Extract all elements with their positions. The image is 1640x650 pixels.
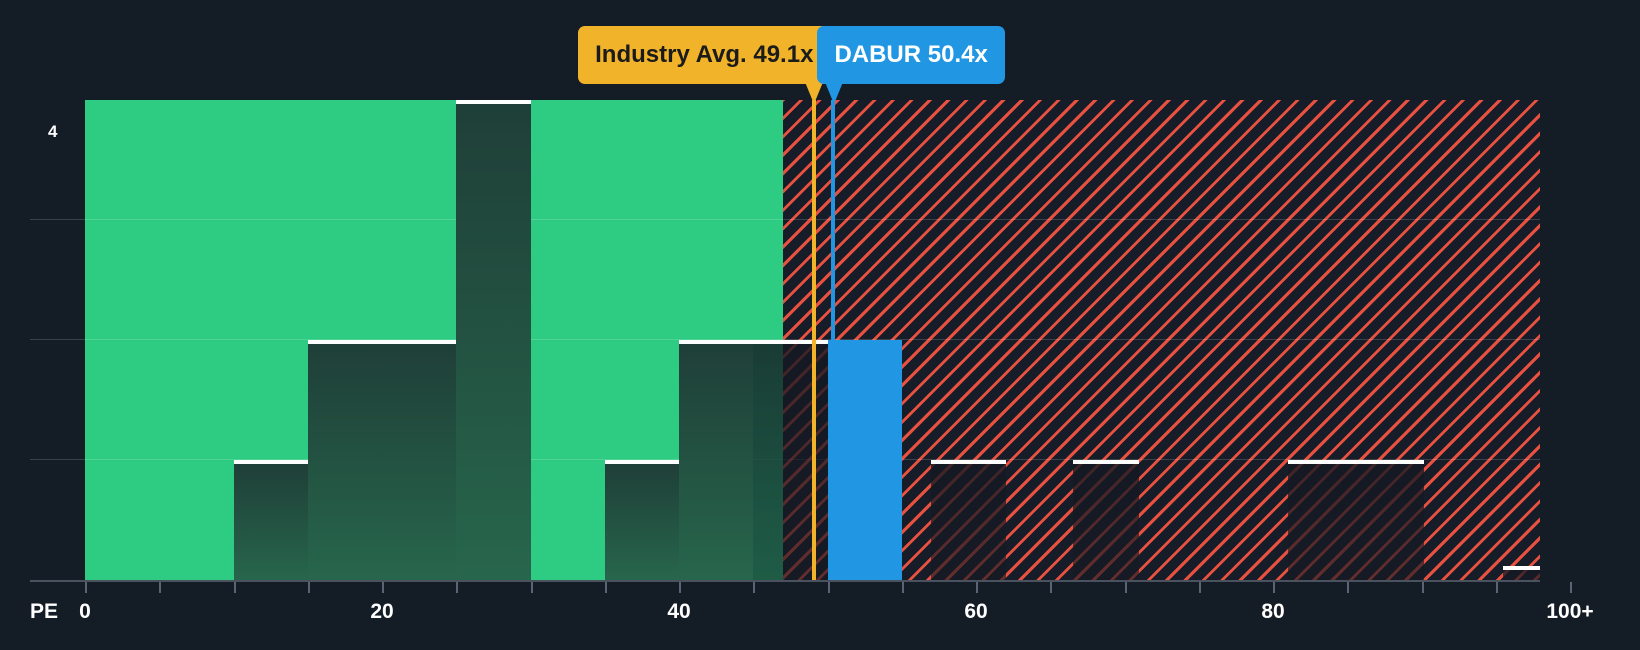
x-axis-tick-label: 80 [1261,600,1285,623]
x-axis-line [30,580,1540,582]
bar-cap [307,340,382,344]
x-axis-tick [901,582,904,593]
histogram-bar[interactable] [1072,460,1140,580]
x-axis-tick [159,582,162,593]
bar-body [307,344,382,580]
bar-body [753,344,828,580]
x-axis-tick [530,582,533,593]
bar-body [456,104,531,580]
histogram-bar[interactable] [456,100,531,580]
bar-body [1503,569,1540,580]
bar-cap [233,460,308,464]
bar-cap [679,340,754,344]
histogram-bar[interactable] [679,340,754,580]
histogram-bar[interactable] [604,460,679,580]
bar-body [233,464,308,580]
bar-body [827,340,902,580]
x-axis-tick-label: 100+ [1546,600,1594,623]
histogram-bar[interactable] [233,460,308,580]
x-axis-tick [827,582,830,593]
x-axis-tick [976,582,978,593]
x-axis-tick [1050,582,1053,593]
x-axis-title: PE [30,600,59,623]
y-axis-tick-label-4: 4 [48,122,58,141]
selected-company-callout[interactable]: DABUR 50.4x [817,26,1005,104]
x-axis-tick [679,582,681,593]
histogram-bar[interactable] [753,340,828,580]
bar-cap [382,340,457,344]
x-axis-tick [1495,582,1498,593]
bar-cap [931,460,1006,464]
industry-average-line [812,100,817,580]
bar-body [1354,464,1425,580]
bar-body [1072,464,1140,580]
bar-body [679,344,754,580]
histogram-bar[interactable] [307,340,382,580]
histogram-bar[interactable] [1354,460,1425,580]
x-axis-tick-label: 40 [667,600,691,623]
industry-average-callout[interactable]: Industry Avg. 49.1x [578,26,831,104]
histogram-bar[interactable] [382,340,457,580]
bar-cap [1287,460,1355,464]
bar-body [931,464,1006,580]
x-axis-tick-label: 20 [370,600,394,623]
x-axis-tick [456,582,459,593]
x-axis-tick [1347,582,1350,593]
callout-tail-icon [825,82,844,104]
gridline-3 [30,219,1540,220]
x-axis-tick [1570,582,1572,593]
x-axis-tick [1198,582,1201,593]
x-axis-tick [753,582,756,593]
bar-cap [1072,460,1140,464]
industry-average-callout-label: Industry Avg. 49.1x [595,41,814,68]
bar-cap [604,460,679,464]
x-axis-tick [382,582,384,593]
histogram-bar[interactable] [931,460,1006,580]
x-axis-tick [1421,582,1424,593]
histogram-bar-selected[interactable] [827,340,902,580]
x-axis-tick [604,582,607,593]
x-axis-tick [1273,582,1275,593]
bar-body [382,344,457,580]
plot-area [30,100,1540,580]
x-axis-tick-label: 60 [964,600,988,623]
selected-company-callout-label: DABUR 50.4x [834,41,988,68]
x-axis-tick [307,582,310,593]
bar-cap [1354,460,1425,464]
x-axis-tick [1124,582,1127,593]
histogram-bar[interactable] [1287,460,1355,580]
x-axis-tick-label: 0 [79,600,91,623]
bar-body [604,464,679,580]
x-axis-tick [233,582,236,593]
histogram-bar[interactable] [1503,565,1540,580]
bar-body [1287,464,1355,580]
x-axis-tick [85,582,87,593]
gridline-2 [30,339,1540,340]
bar-cap [456,100,531,104]
bar-cap [753,340,828,344]
selected-company-line [831,100,836,580]
bar-cap [1503,565,1540,570]
callout-tail-icon [805,82,824,104]
